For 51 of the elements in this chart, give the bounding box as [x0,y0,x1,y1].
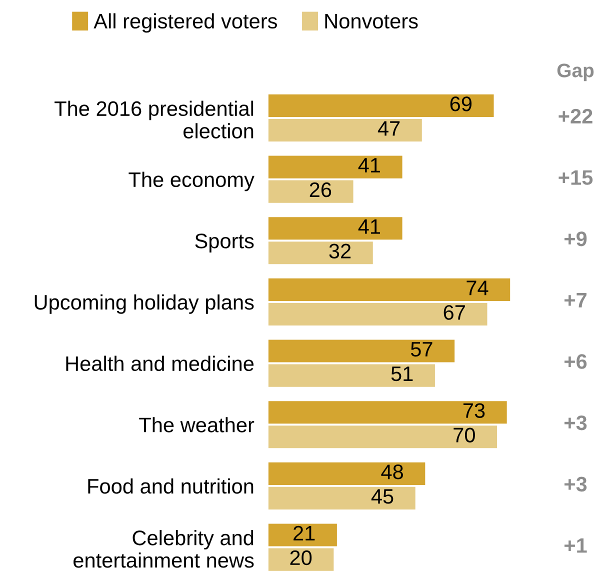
text: +1 [564,538,587,553]
y-tick-label: Upcoming holiday plans [34,294,254,314]
text: +15 [558,170,593,185]
y-tick-label: The economy [128,172,254,192]
y-tick-label: Food and nutrition [88,478,254,494]
bar [268,118,422,142]
data-label: 70 [454,428,475,442]
bar [268,242,373,264]
bar [268,364,435,387]
y-tick-label: Celebrity and entertainment news [74,530,254,568]
bar [268,401,507,424]
text: +9 [564,231,587,246]
bar [268,548,334,571]
data-label: 73 [463,403,485,418]
data-label: 57 [410,342,432,357]
y-tick-label: Sports [195,234,254,253]
data-label: 47 [378,121,400,136]
bar [268,524,337,546]
legend-label: Nonvoters [325,14,418,29]
data-label: 69 [450,96,472,112]
bar [268,340,455,362]
bar [268,426,498,448]
bar [268,278,510,301]
text: +7 [564,293,586,308]
data-label: 21 [294,526,315,540]
legend-label: All registered voters [94,13,277,33]
data-label: 67 [444,305,465,320]
data-label: 20 [290,550,312,566]
data-label: 32 [329,244,351,258]
y-tick-label: Health and medicine [66,356,254,372]
data-label: 45 [371,489,394,504]
data-label: 74 [466,280,488,296]
text: +3 [564,415,587,430]
data-label: 26 [310,182,332,198]
y-tick-label: The weather [139,417,254,432]
data-label: 41 [358,219,380,234]
bar [268,462,426,485]
text: +22 [558,108,592,124]
text: +3 [564,476,587,492]
data-label: 51 [391,366,413,382]
data-label: 48 [381,464,403,480]
bar [268,94,494,117]
data-label: 41 [358,158,380,172]
text: Gap [557,64,594,82]
y-tick-label: The 2016 presidential election [54,100,254,138]
bar [268,217,402,240]
bar [268,302,488,326]
bar [268,180,354,203]
bar [268,486,416,510]
bar [268,156,402,178]
text: +6 [564,354,587,369]
